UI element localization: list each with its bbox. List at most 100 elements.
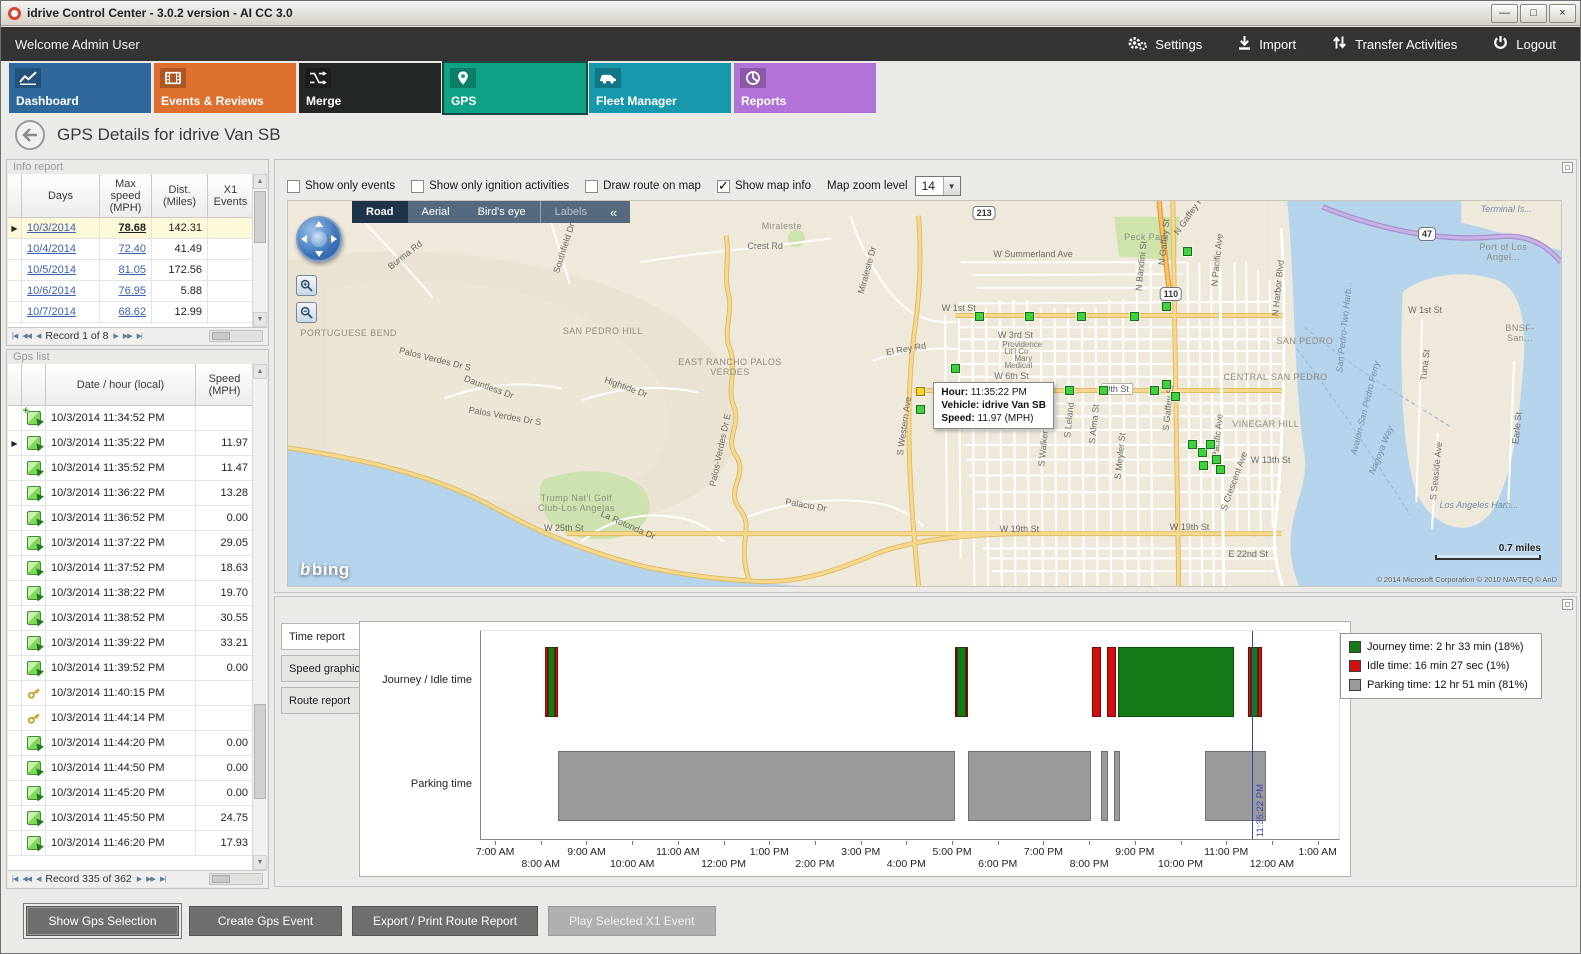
gps-marker[interactable]: [1161, 379, 1171, 389]
gps-list-row[interactable]: 10/3/2014 11:46:20 PM 17.93: [8, 831, 254, 856]
max-speed-link[interactable]: 68.62: [118, 306, 146, 318]
gps-marker[interactable]: [1188, 439, 1198, 449]
column-header[interactable]: [8, 174, 22, 218]
max-speed-link[interactable]: 72.40: [118, 243, 146, 255]
scroll-thumb[interactable]: [254, 704, 266, 799]
pan-west-icon[interactable]: [301, 235, 307, 243]
last-page-icon[interactable]: ▶|: [136, 332, 143, 340]
close-button[interactable]: ×: [1549, 3, 1576, 23]
gps-marker[interactable]: [1215, 464, 1225, 474]
transfer-activities-button[interactable]: Transfer Activities: [1332, 35, 1457, 53]
scroll-up-icon[interactable]: ▲: [253, 364, 267, 379]
zoom-out-button[interactable]: [296, 302, 317, 323]
map-style-tab-labels[interactable]: Labels: [539, 201, 601, 223]
import-button[interactable]: Import: [1238, 35, 1296, 53]
gps-list-row[interactable]: 10/3/2014 11:45:20 PM 0.00: [8, 781, 254, 806]
back-button[interactable]: [15, 120, 45, 150]
checkbox-draw-route-on-map[interactable]: Draw route on map: [585, 179, 701, 193]
gps-list-row[interactable]: 10/3/2014 11:44:14 PM: [8, 706, 254, 731]
column-header[interactable]: Speed (MPH): [196, 364, 254, 406]
nav-tile-events[interactable]: Events & Reviews: [154, 63, 296, 113]
zoom-in-button[interactable]: [296, 275, 317, 296]
minimize-button[interactable]: —: [1491, 3, 1518, 23]
gps-list-row[interactable]: 10/3/2014 11:38:22 PM 19.70: [8, 581, 254, 606]
map-style-tab-aerial[interactable]: Aerial: [421, 206, 450, 218]
map-style-tab-road[interactable]: Road: [352, 201, 408, 223]
last-page-icon[interactable]: ▶|: [159, 875, 166, 883]
column-header[interactable]: Days: [22, 174, 100, 218]
pager-hscrollbar[interactable]: [209, 873, 263, 885]
next-fast-icon[interactable]: ▶▶: [146, 875, 156, 883]
maximize-button[interactable]: □: [1520, 3, 1547, 23]
next-fast-icon[interactable]: ▶▶: [122, 332, 133, 340]
first-page-icon[interactable]: |◀: [12, 332, 18, 340]
gps-marker[interactable]: [1150, 385, 1160, 395]
gps-list-row[interactable]: 10/3/2014 11:44:20 PM 0.00: [8, 731, 254, 756]
pager-hscrollbar[interactable]: [209, 330, 263, 342]
expand-panel-button[interactable]: [1562, 599, 1573, 610]
max-speed-link[interactable]: 78.68: [118, 222, 146, 234]
first-page-icon[interactable]: |◀: [12, 875, 18, 883]
gps-marker[interactable]: [1199, 460, 1209, 470]
day-link[interactable]: 10/6/2014: [27, 285, 76, 297]
column-header[interactable]: Date / hour (local): [46, 364, 196, 406]
checkbox-show-only-ignition-activities[interactable]: Show only ignition activities: [411, 179, 569, 193]
gps-marker[interactable]: [975, 311, 985, 321]
gps-list-row[interactable]: 10/3/2014 11:39:22 PM 33.21: [8, 631, 254, 656]
scroll-up-icon[interactable]: ▲: [253, 174, 267, 189]
gps-marker[interactable]: [1161, 301, 1171, 311]
column-header[interactable]: Max speed (MPH): [100, 174, 152, 218]
gps-list-row[interactable]: 10/3/2014 11:45:50 PM 24.75: [8, 806, 254, 831]
next-page-icon[interactable]: ▶: [113, 332, 118, 340]
next-page-icon[interactable]: ▶: [136, 875, 142, 883]
gps-list-row[interactable]: 10/3/2014 11:36:22 PM 13.28: [8, 481, 254, 506]
gps-list-row[interactable]: 10/3/2014 11:39:52 PM 0.00: [8, 656, 254, 681]
prev-fast-icon[interactable]: ◀◀: [22, 875, 32, 883]
chart-tab-time-report[interactable]: Time report: [281, 623, 361, 650]
settings-button[interactable]: Settings: [1127, 35, 1202, 54]
max-speed-link[interactable]: 76.95: [118, 285, 146, 297]
nav-tile-reports[interactable]: Reports: [734, 63, 876, 113]
gps-marker[interactable]: [1198, 447, 1208, 457]
gps-marker[interactable]: [950, 363, 960, 373]
expand-panel-button[interactable]: [1562, 162, 1573, 173]
gps-list-row[interactable]: 10/3/2014 11:37:52 PM 18.63: [8, 556, 254, 581]
gps-list-row[interactable]: 10/3/2014 11:37:22 PM 29.05: [8, 531, 254, 556]
gps-marker[interactable]: [1025, 311, 1035, 321]
gps-marker[interactable]: [1099, 385, 1109, 395]
scroll-thumb[interactable]: [254, 191, 266, 243]
column-header[interactable]: X1 Events: [208, 174, 254, 218]
nav-tile-gps[interactable]: GPS: [442, 61, 588, 115]
map-compass-control[interactable]: [296, 216, 342, 262]
gps-list-row[interactable]: 10/3/2014 11:38:52 PM 30.55: [8, 606, 254, 631]
gps-marker[interactable]: [915, 405, 925, 415]
nav-tile-fleet[interactable]: Fleet Manager: [589, 63, 731, 113]
info-report-row[interactable]: 10/7/2014 68.62 12.99: [8, 302, 254, 323]
window-titlebar[interactable]: idrive Control Center - 3.0.2 version - …: [1, 1, 1580, 26]
map-style-tab-bird-s-eye[interactable]: Bird's eye: [477, 206, 526, 218]
chart-tab-route-report[interactable]: Route report: [281, 687, 361, 714]
gps-list-row[interactable]: 10/3/2014 11:40:15 PM: [8, 681, 254, 706]
gps-marker[interactable]: [1211, 454, 1221, 464]
nav-tile-dashboard[interactable]: Dashboard: [9, 63, 151, 113]
max-speed-link[interactable]: 81.05: [118, 264, 146, 276]
checkbox-show-map-info[interactable]: Show map info: [716, 178, 811, 194]
prev-fast-icon[interactable]: ◀◀: [22, 332, 32, 340]
map-zoom-select[interactable]: 14 ▼: [914, 176, 961, 196]
pan-east-icon[interactable]: [331, 235, 337, 243]
gps-marker[interactable]: [1129, 311, 1139, 321]
scroll-down-icon[interactable]: ▼: [253, 312, 267, 327]
day-link[interactable]: 10/5/2014: [27, 264, 76, 276]
info-report-row[interactable]: 10/4/2014 72.40 41.49: [8, 239, 254, 260]
collapse-icon[interactable]: «: [610, 204, 618, 220]
scroll-down-icon[interactable]: ▼: [253, 855, 267, 870]
gps-marker[interactable]: [1182, 247, 1192, 257]
pan-south-icon[interactable]: [315, 251, 323, 257]
map-canvas[interactable]: Miraleste Miraleste Dr Peck Park W Summerla…: [287, 200, 1562, 587]
day-link[interactable]: 10/7/2014: [27, 306, 76, 318]
info-report-row[interactable]: ▶ 10/3/2014 78.68 142.31: [8, 218, 254, 239]
info-report-row[interactable]: 10/6/2014 76.95 5.88: [8, 281, 254, 302]
gps-list-row[interactable]: +10/3/2014 11:34:52 PM: [8, 406, 254, 431]
day-link[interactable]: 10/3/2014: [27, 222, 76, 234]
gps-list-row[interactable]: 10/3/2014 11:35:52 PM 11.47: [8, 456, 254, 481]
